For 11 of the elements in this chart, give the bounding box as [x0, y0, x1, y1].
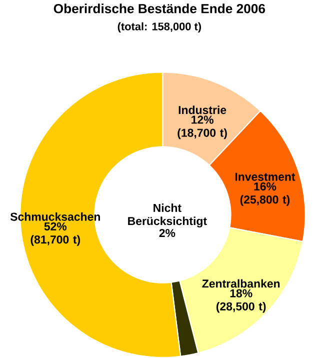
- chart-subtitle: (total: 158,000 t): [118, 22, 201, 32]
- chart-title: Oberirdische Bestände Ende 2006: [54, 4, 265, 14]
- data-label: 18% (28,500 t): [216, 289, 266, 313]
- slice-label: Industrie: [178, 106, 226, 114]
- slice-label: Zentralbanken: [202, 279, 280, 288]
- slice-label: Investment: [235, 172, 295, 181]
- data-label: 52% (81,700 t): [30, 222, 80, 246]
- data-label: 12% (18,700 t): [177, 116, 227, 140]
- data-label: 16% (25,800 t): [240, 182, 290, 206]
- slice-label: Nicht Berücksichtigt: [128, 204, 207, 228]
- data-label: 2%: [159, 228, 175, 238]
